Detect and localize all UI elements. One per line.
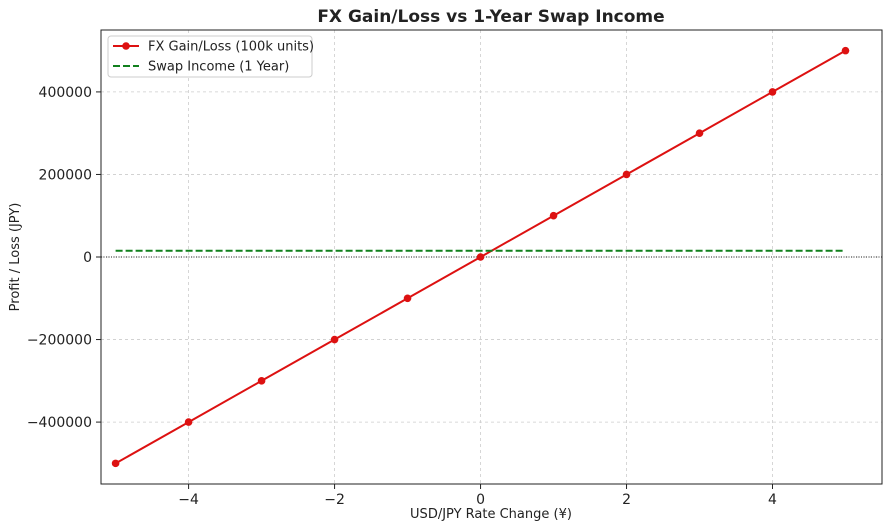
legend-fx-label: FX Gain/Loss (100k units) (148, 40, 314, 55)
fx-data-point (111, 459, 120, 468)
y-tick-label: 200000 (39, 167, 92, 183)
x-axis: −4 −2 0 2 4 (178, 484, 777, 508)
y-tick-label: 400000 (39, 85, 92, 101)
legend-fx-marker (122, 42, 130, 50)
y-tick-label: −200000 (27, 333, 92, 349)
fx-data-point (768, 88, 777, 96)
y-axis: −400000 −200000 0 200000 400000 (27, 85, 101, 431)
y-tick-label: 0 (83, 250, 92, 266)
y-tick-label: −400000 (27, 415, 92, 431)
x-tick-label: 4 (768, 492, 777, 508)
fx-data-point (257, 377, 266, 385)
fx-data-point (330, 335, 339, 344)
fx-data-point (549, 211, 558, 220)
chart-title: FX Gain/Loss vs 1-Year Swap Income (317, 7, 664, 27)
x-tick-label: 2 (622, 492, 631, 508)
y-axis-label: Profit / Loss (JPY) (8, 203, 23, 312)
legend-swap-label: Swap Income (1 Year) (148, 60, 289, 75)
series-layer (111, 46, 850, 468)
fx-data-point (841, 46, 850, 55)
x-axis-label: USD/JPY Rate Change (¥) (410, 507, 572, 522)
fx-data-point (622, 170, 631, 179)
fx-data-point (403, 294, 412, 303)
x-tick-label: −2 (324, 492, 345, 508)
fx-data-point (476, 253, 485, 261)
x-tick-label: −4 (178, 492, 199, 508)
legend-box (107, 35, 313, 78)
legend: FX Gain/Loss (100k units) Swap Income (1… (107, 35, 314, 78)
fx-data-point (184, 418, 193, 426)
x-tick-label: 0 (476, 492, 485, 508)
fx-data-point (695, 129, 704, 137)
